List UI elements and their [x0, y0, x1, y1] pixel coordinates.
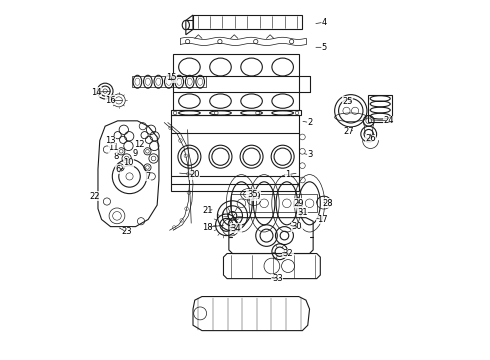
Text: 10: 10: [123, 158, 134, 167]
Text: 29: 29: [294, 199, 304, 208]
Bar: [172, 110, 300, 116]
Text: 8: 8: [113, 152, 119, 161]
Text: 21: 21: [202, 206, 213, 215]
Text: 17: 17: [317, 215, 327, 224]
Text: 22: 22: [89, 192, 99, 201]
Bar: [368, 95, 392, 122]
Text: 15: 15: [166, 73, 177, 82]
Text: 32: 32: [283, 249, 294, 258]
Text: 26: 26: [365, 134, 376, 143]
Text: 31: 31: [297, 208, 308, 217]
Text: 19: 19: [250, 192, 261, 201]
Text: 11: 11: [108, 143, 119, 152]
Text: 2: 2: [307, 118, 312, 127]
Text: 3: 3: [307, 150, 312, 159]
Bar: [231, 194, 317, 212]
Text: 4: 4: [321, 18, 326, 27]
Text: 30: 30: [292, 222, 302, 231]
Bar: [173, 54, 299, 110]
Text: 28: 28: [322, 199, 333, 208]
Text: 16: 16: [105, 96, 116, 105]
Text: 5: 5: [321, 43, 326, 52]
Text: 24: 24: [383, 116, 393, 125]
Text: 1: 1: [285, 170, 291, 179]
Text: 20: 20: [190, 170, 200, 179]
Text: 34: 34: [231, 224, 242, 233]
Text: 25: 25: [342, 96, 352, 105]
Text: 14: 14: [91, 87, 101, 96]
Bar: [172, 116, 299, 191]
Text: 7: 7: [146, 172, 151, 181]
Text: 27: 27: [343, 127, 354, 136]
Text: 35: 35: [247, 190, 257, 199]
Text: 9: 9: [133, 149, 138, 158]
Bar: [132, 76, 205, 87]
Text: 12: 12: [134, 140, 145, 149]
Text: 23: 23: [122, 228, 132, 237]
Text: 18: 18: [202, 223, 213, 232]
Text: 6: 6: [115, 165, 121, 174]
Text: 13: 13: [105, 136, 116, 145]
Text: 33: 33: [272, 274, 283, 283]
